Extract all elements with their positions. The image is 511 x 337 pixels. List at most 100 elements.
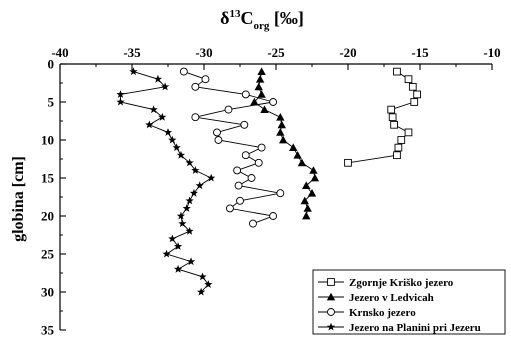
data-point: [191, 113, 200, 122]
legend-entry: Zgornje Kriško jezero: [318, 277, 454, 289]
x-tick-label: -25: [267, 45, 285, 60]
data-point: [186, 257, 196, 266]
y-tick-label: 10: [41, 133, 54, 148]
x-tick-label: -20: [339, 45, 356, 60]
data-point: [185, 196, 194, 205]
data-point: [276, 128, 285, 136]
data-point: [213, 128, 221, 137]
data-point: [269, 98, 278, 106]
y-tick-label: 15: [41, 171, 55, 186]
x-tick-label: -30: [195, 45, 212, 60]
x-tick-label: -15: [411, 45, 429, 60]
data-point: [233, 166, 242, 175]
x-tick-label: -35: [123, 45, 141, 60]
y-tick-label: 20: [41, 209, 54, 224]
y-tick-label: 5: [48, 95, 55, 110]
legend: Zgornje Kriško jezero Jezero v Ledvicah Kr…: [312, 269, 506, 335]
legend-label: Jezero v Ledvicah: [349, 292, 434, 304]
data-point: [195, 181, 204, 190]
data-point: [390, 120, 398, 129]
data-point: [309, 166, 318, 174]
legend-marker: [327, 308, 335, 316]
data-point: [297, 158, 307, 167]
data-point: [276, 113, 285, 121]
data-point: [145, 120, 154, 129]
data-point: [201, 75, 210, 84]
legend-label: Zgornje Kriško jezero: [349, 277, 454, 289]
x-ticks: -40 -35 -30 -25 -20 -15 -10: [51, 45, 501, 70]
data-point: [255, 75, 265, 83]
data-point: [224, 105, 233, 114]
data-point: [404, 75, 413, 84]
data-point: [257, 90, 266, 98]
x-axis-title-prefix: δ: [220, 8, 229, 28]
data-point: [153, 74, 163, 83]
series-circle-open: [179, 67, 285, 228]
series-line: [347, 71, 418, 164]
series-line: [253, 71, 316, 217]
data-point: [249, 219, 257, 228]
data-point: [277, 120, 286, 129]
legend-entries: Zgornje Kriško jezero Jezero v Ledvicah Kr…: [318, 277, 481, 334]
series-star-filled: [116, 67, 216, 296]
data-point: [344, 158, 352, 167]
data-point: [269, 212, 278, 220]
data-point: [225, 204, 234, 213]
data-point: [234, 181, 243, 190]
data-point: [163, 128, 173, 136]
data-point: [303, 204, 312, 212]
series-triangle-filled: [250, 67, 320, 220]
data-point: [198, 272, 207, 281]
legend-entry: Jezero na Planini pri Jezeru: [318, 322, 481, 334]
legend-entry: Krnsko jezero: [318, 307, 416, 319]
data-point: [247, 174, 256, 182]
y-tick-label: 35: [41, 323, 55, 337]
legend-label: Krnsko jezero: [349, 307, 416, 319]
x-axis-title-sub: org: [253, 20, 269, 32]
data-point: [162, 249, 171, 258]
series-line: [183, 71, 281, 225]
data-point: [410, 98, 419, 106]
data-point: [240, 120, 249, 129]
series-square-open: [344, 67, 421, 167]
data-point: [404, 128, 413, 137]
data-point: [241, 90, 250, 99]
data-point: [214, 136, 223, 144]
series-line: [120, 71, 213, 293]
legend-box: [312, 269, 506, 335]
y-tick-label: 25: [41, 247, 55, 262]
data-point: [388, 113, 397, 122]
data-point: [408, 82, 417, 91]
y-ticks: 0 5 10 15 20 25 30 35: [41, 57, 66, 337]
y-tick-label: 30: [41, 285, 54, 300]
data-point: [158, 112, 167, 121]
data-point: [129, 67, 138, 76]
data-point: [254, 82, 263, 91]
data-point: [168, 135, 177, 144]
data-point: [241, 151, 250, 160]
y-axis-title: globina [cm]: [10, 156, 27, 242]
x-tick-label: -40: [51, 45, 68, 60]
x-axis-title-main: C: [240, 8, 253, 28]
data-point: [387, 105, 396, 114]
x-tick-label: -10: [483, 45, 500, 60]
x-axis-title-suffix: [‰]: [269, 8, 304, 28]
legend-entry: Jezero v Ledvicah: [318, 292, 434, 304]
data-point: [393, 67, 401, 76]
legend-marker: [327, 278, 335, 286]
data-point: [191, 82, 200, 91]
data-point: [236, 196, 244, 205]
data-point: [310, 173, 320, 182]
data-point: [260, 105, 269, 113]
data-point: [302, 211, 311, 220]
data-point: [179, 67, 188, 76]
data-point: [168, 234, 177, 243]
data-point: [293, 151, 302, 159]
x-axis-title-sup: 13: [229, 8, 241, 20]
series-layer: [116, 67, 421, 296]
data-point: [393, 151, 401, 160]
data-point: [173, 264, 183, 273]
data-point: [182, 204, 191, 212]
data-point: [397, 136, 406, 144]
